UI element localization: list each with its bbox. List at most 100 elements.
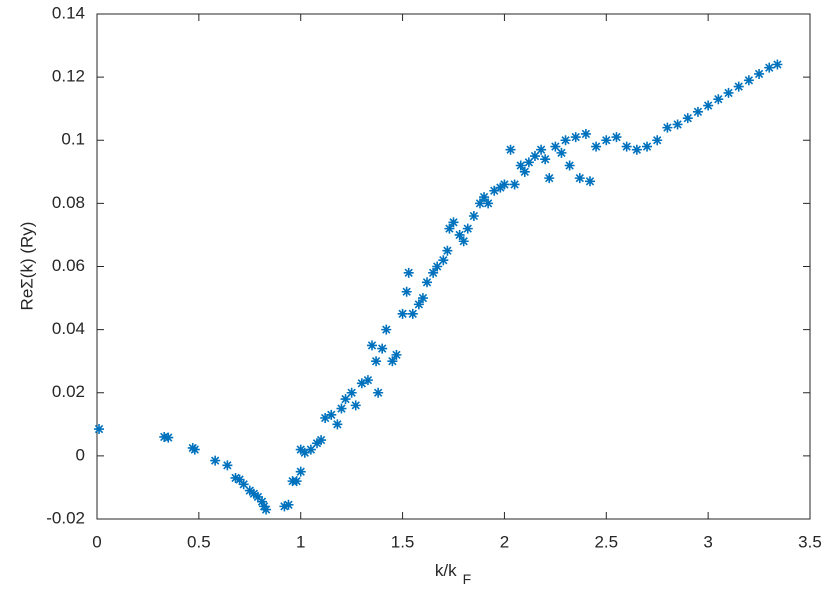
data-point bbox=[570, 132, 581, 143]
data-point bbox=[448, 217, 459, 228]
data-point bbox=[743, 75, 754, 86]
data-point bbox=[252, 491, 263, 502]
y-tick-label: 0.12 bbox=[52, 67, 85, 86]
data-point bbox=[291, 476, 302, 487]
data-point bbox=[682, 113, 693, 124]
data-point bbox=[652, 135, 663, 146]
data-point bbox=[495, 182, 506, 193]
x-label-main: k/k bbox=[435, 561, 457, 580]
data-point bbox=[523, 157, 534, 168]
y-tick-label: 0 bbox=[76, 445, 85, 464]
data-point bbox=[373, 387, 384, 398]
x-tick-label: 3 bbox=[703, 532, 712, 551]
data-point bbox=[403, 267, 414, 278]
data-point bbox=[356, 378, 367, 389]
data-point bbox=[367, 340, 378, 351]
data-point bbox=[584, 176, 595, 187]
data-point bbox=[244, 485, 255, 496]
x-tick-label: 3.5 bbox=[798, 532, 822, 551]
data-point bbox=[362, 375, 373, 386]
data-point bbox=[257, 496, 268, 507]
data-point bbox=[474, 198, 485, 209]
data-point bbox=[299, 447, 310, 458]
data-point bbox=[662, 122, 673, 133]
data-point bbox=[764, 62, 775, 73]
data-point bbox=[387, 356, 398, 367]
data-point bbox=[550, 141, 561, 152]
data-point bbox=[723, 87, 734, 98]
data-point bbox=[529, 151, 540, 162]
y-tick-label: 0.1 bbox=[61, 130, 85, 149]
data-point bbox=[417, 293, 428, 304]
data-point bbox=[428, 267, 439, 278]
data-point bbox=[442, 245, 453, 256]
data-point bbox=[536, 144, 547, 155]
data-point bbox=[305, 444, 316, 455]
data-point bbox=[560, 135, 571, 146]
data-point bbox=[234, 474, 245, 485]
data-point bbox=[94, 424, 105, 435]
data-point bbox=[772, 59, 783, 70]
x-axis-label: k/k F bbox=[435, 561, 471, 586]
data-point bbox=[462, 223, 473, 234]
data-point bbox=[326, 409, 337, 420]
data-point bbox=[261, 504, 272, 515]
data-point bbox=[454, 229, 465, 240]
data-point bbox=[672, 119, 683, 130]
data-point bbox=[564, 160, 575, 171]
data-point bbox=[509, 179, 520, 190]
data-point bbox=[340, 394, 351, 405]
data-point bbox=[320, 413, 331, 423]
data-point bbox=[505, 144, 516, 155]
data-point bbox=[733, 81, 744, 92]
data-point bbox=[381, 324, 392, 335]
data-point bbox=[489, 185, 500, 196]
x-tick-label: 0 bbox=[92, 532, 101, 551]
data-point bbox=[601, 135, 612, 146]
data-point bbox=[397, 308, 408, 319]
x-tick-label: 1.5 bbox=[391, 532, 415, 551]
data-point bbox=[432, 261, 443, 272]
data-point bbox=[230, 472, 241, 483]
data-point bbox=[642, 141, 653, 152]
data-point bbox=[692, 106, 703, 117]
x-tick-label: 1 bbox=[296, 532, 305, 551]
data-point bbox=[332, 419, 343, 430]
plot-frame bbox=[96, 13, 811, 520]
y-tick-label: 0.04 bbox=[52, 319, 85, 338]
data-point bbox=[713, 94, 724, 105]
data-point bbox=[238, 479, 249, 490]
data-point bbox=[515, 160, 526, 171]
data-point bbox=[401, 286, 412, 297]
data-point bbox=[279, 501, 290, 512]
data-point bbox=[574, 173, 585, 184]
data-point bbox=[407, 308, 418, 319]
data-point bbox=[580, 128, 591, 139]
data-point bbox=[295, 466, 306, 477]
data-point bbox=[189, 444, 200, 455]
data-point bbox=[210, 455, 221, 466]
y-tick-label: -0.02 bbox=[46, 508, 85, 527]
data-point bbox=[556, 147, 567, 158]
data-point bbox=[222, 460, 233, 471]
y-tick-label: 0.02 bbox=[52, 382, 85, 401]
data-point bbox=[544, 173, 555, 184]
data-point bbox=[316, 435, 327, 446]
data-point bbox=[611, 132, 622, 143]
data-point bbox=[391, 349, 402, 360]
data-point bbox=[519, 166, 530, 177]
data-point bbox=[458, 236, 469, 247]
data-point bbox=[591, 141, 602, 152]
x-tick-label: 0.5 bbox=[187, 532, 211, 551]
data-point bbox=[703, 100, 714, 111]
data-point bbox=[621, 141, 632, 152]
data-point bbox=[438, 255, 449, 266]
data-point bbox=[295, 444, 306, 455]
data-point bbox=[540, 154, 551, 165]
data-point bbox=[499, 179, 510, 190]
x-tick-label: 2.5 bbox=[594, 532, 618, 551]
data-point bbox=[754, 68, 765, 79]
y-tick-label: 0.06 bbox=[52, 256, 85, 275]
data-point bbox=[444, 223, 455, 234]
